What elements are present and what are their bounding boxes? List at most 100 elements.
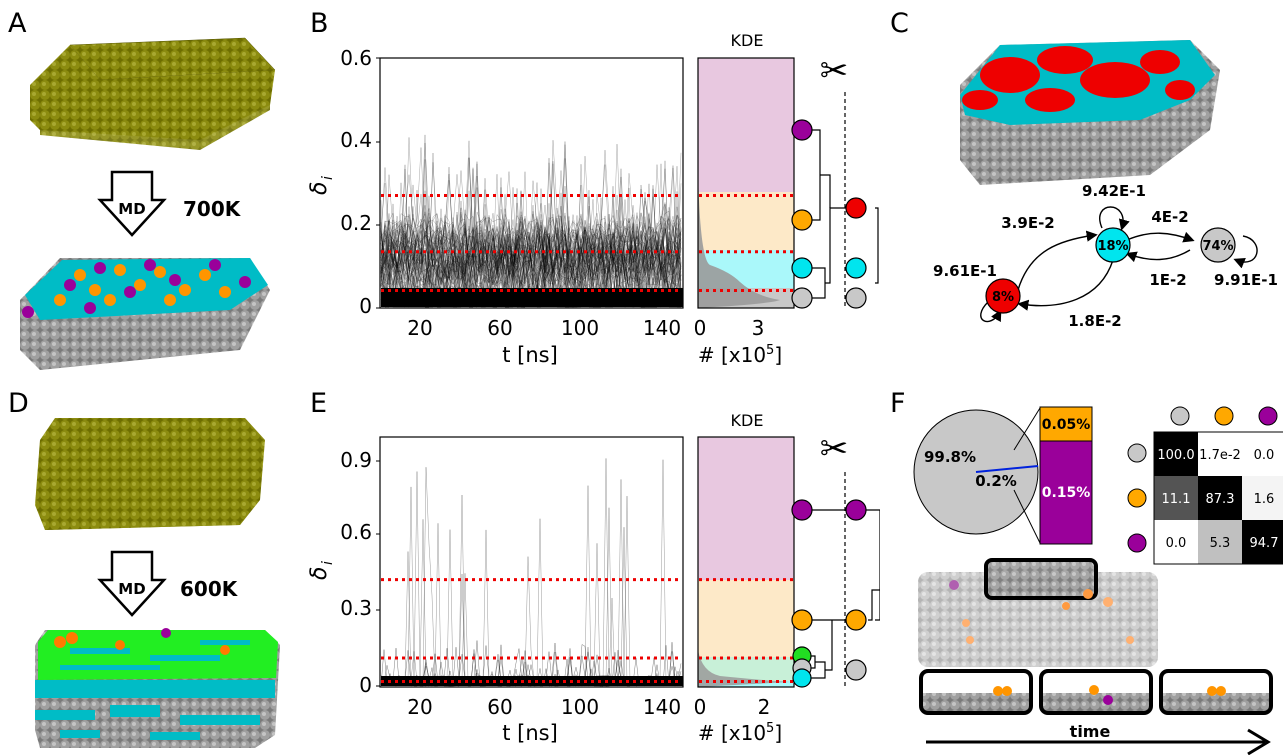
kde-bands-b — [698, 58, 794, 308]
ytick-b-0: 0 — [359, 294, 372, 318]
markov-nodes-c — [985, 227, 1236, 314]
scissors-icon-e: ✂ — [820, 429, 849, 469]
time-snapshot-3 — [1159, 669, 1273, 715]
trace-line — [380, 186, 682, 300]
rate-gray-to-cyan: 1E-2 — [1149, 271, 1186, 289]
ytick-e-2: 0.6 — [340, 520, 372, 544]
trace-line — [380, 166, 682, 285]
thresholds-e-main — [381, 578, 682, 683]
rate-cyan-to-red: 1.8E-2 — [1068, 312, 1121, 330]
trace-line — [380, 158, 682, 286]
xtick-b-2: 100 — [561, 316, 599, 340]
xlabel-b: t [ns] — [502, 343, 558, 367]
ylabel-sub-e: i — [320, 561, 336, 565]
bar-bottom-label: 0.15% — [1042, 485, 1091, 501]
trace-line — [380, 141, 682, 274]
xtick-e-3: 140 — [643, 695, 681, 719]
matrix-cell: 0.0 — [1166, 536, 1187, 551]
rate-red-self: 9.61E-1 — [933, 262, 997, 280]
matrix-cell: 0.0 — [1254, 448, 1275, 463]
ylabel-sub-b: i — [320, 176, 336, 180]
trace-line — [380, 142, 682, 275]
node-pct-cyan: 18% — [1097, 239, 1128, 254]
panel-e-chart: 0 0.3 0.6 0.9 δ i 20 60 100 140 t [ns] K… — [307, 411, 880, 745]
panel-b-chart: 0 0.2 0.4 0.6 δ i 20 60 100 140 t [ns] K… — [307, 31, 879, 367]
temperature-label-d: 600K — [180, 577, 239, 601]
trace-line — [380, 140, 682, 274]
trace-line — [380, 196, 682, 307]
trace-line — [380, 164, 682, 302]
trace-line — [380, 144, 682, 277]
thresholds-b-kde — [699, 194, 793, 292]
ytick-e-1: 0.3 — [340, 596, 372, 620]
rate-cyan-self: 9.42E-1 — [1082, 182, 1146, 200]
temperature-label-a: 700K — [183, 197, 242, 221]
trace-line — [380, 157, 682, 286]
kde-xlabel-e: # [x105] — [698, 721, 782, 745]
ytick-b-3: 0.6 — [340, 46, 372, 70]
kde-title-b: KDE — [731, 31, 764, 50]
md-arrow-a: MD — [97, 170, 167, 237]
matrix-cell: 100.0 — [1157, 448, 1194, 463]
bar-bottom-segment — [1039, 440, 1093, 545]
ytick-e-0: 0 — [359, 673, 372, 697]
ytick-b-1: 0.2 — [340, 211, 372, 235]
matrix-cell: 1.6 — [1254, 492, 1275, 507]
trace-line — [380, 184, 682, 288]
transition-matrix — [1153, 431, 1283, 565]
kde-xtick-b-0: 0 — [694, 316, 707, 340]
pie-small-slice — [975, 465, 1039, 473]
trace-line — [380, 203, 682, 299]
kde-xtick-e-0: 0 — [694, 695, 707, 719]
colored-slab-a — [20, 258, 270, 370]
trace-line — [380, 182, 682, 294]
xtick-b-3: 140 — [643, 316, 681, 340]
panel-f-figure: 99.8% 0.2% 0.05% 0.15% 100.0 1.7e-2 0.0 … — [913, 406, 1283, 755]
cluster-nodes-b — [791, 119, 867, 309]
pie-big-label: 99.8% — [924, 448, 976, 466]
matrix-cell: 11.1 — [1162, 492, 1191, 507]
trace-line — [380, 196, 682, 308]
trace-line — [380, 159, 682, 294]
bar-top-segment — [1039, 406, 1093, 442]
trace-line — [380, 187, 682, 277]
slab-snapshot-f — [918, 558, 1158, 667]
trace-line — [380, 194, 682, 308]
pie-small-label: 0.2% — [975, 472, 1017, 490]
trace-line — [380, 178, 682, 268]
node-pct-gray: 74% — [1202, 239, 1233, 254]
trace-line — [380, 184, 682, 277]
gold-slab-d — [35, 418, 265, 530]
panel-label-f: F — [890, 388, 906, 419]
trace-line — [380, 161, 682, 299]
trace-line — [380, 162, 682, 279]
ytick-b-2: 0.4 — [340, 128, 372, 152]
dendrogram-e — [805, 472, 880, 687]
ytick-e-3: 0.9 — [340, 448, 372, 472]
traces-frame-b — [379, 57, 684, 309]
trace-line — [380, 191, 682, 308]
thresholds-b-main — [381, 194, 682, 292]
matrix-cell: 87.3 — [1206, 492, 1235, 507]
panel-label-b: B — [310, 8, 329, 39]
panel-a-figure: MD 700K — [20, 37, 276, 370]
trace-line — [380, 241, 682, 301]
dendrogram-b — [805, 92, 879, 308]
trace-line — [380, 211, 682, 288]
trace-line — [380, 160, 682, 273]
trace-line — [380, 163, 682, 290]
time-snapshot-2 — [1039, 669, 1153, 715]
time-label: time — [1070, 722, 1111, 741]
cluster-nodes-e — [791, 499, 867, 688]
ylabel-e: δ — [307, 567, 332, 580]
md-label-d: MD — [118, 580, 145, 598]
time-arrow — [926, 728, 1271, 755]
trace-line — [380, 156, 682, 277]
panel-label-e: E — [310, 388, 328, 419]
kde-title-e: KDE — [731, 411, 764, 430]
trace-line — [380, 174, 682, 293]
matrix-cell: 1.7e-2 — [1199, 448, 1241, 463]
panel-label-a: A — [8, 8, 27, 39]
trace-line — [380, 167, 682, 281]
time-snapshot-1 — [919, 669, 1033, 715]
